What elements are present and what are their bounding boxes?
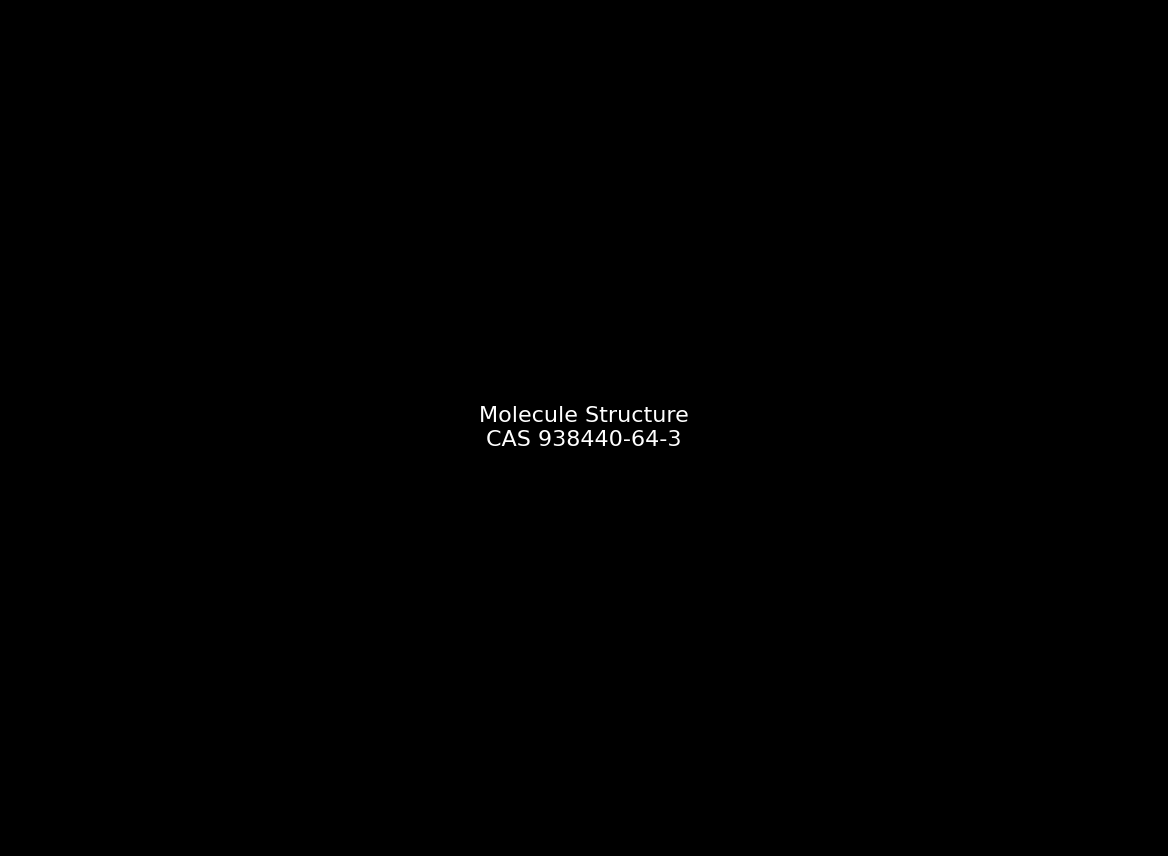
Text: Molecule Structure
CAS 938440-64-3: Molecule Structure CAS 938440-64-3 — [479, 407, 689, 449]
